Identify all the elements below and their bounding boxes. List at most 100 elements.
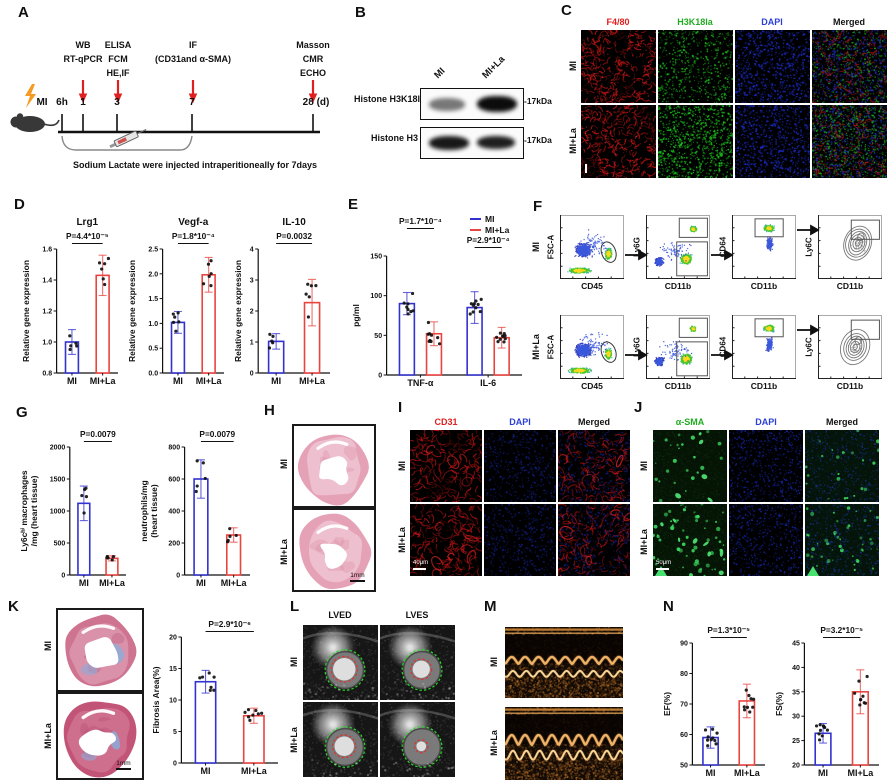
row-label-mi: MI: [279, 459, 289, 469]
chart-fibrosis-area: 0 5 10 15 20 Fibrosis Area(%) MI MI+La P=2.9*10⁻…: [150, 614, 282, 778]
panel-m-label: M: [484, 598, 497, 615]
svg-text:0: 0: [250, 371, 254, 378]
svg-text:MI+La: MI+La: [241, 766, 268, 776]
svg-text:15: 15: [169, 666, 177, 673]
timepoint-assay: (CD31and α-SMA): [154, 54, 232, 64]
svg-text:3: 3: [250, 278, 254, 285]
flow-xlabel-cd11b: CD11b: [836, 281, 864, 291]
svg-text:MI+La: MI+La: [847, 768, 874, 778]
cmr-image-lved-mi: [303, 625, 378, 700]
scale-text: 1mm: [350, 572, 365, 579]
channel-header-h3k18la: H3K18la: [677, 17, 713, 27]
channel-header-merged: Merged: [832, 17, 866, 27]
flow-plot-cd45-mi: [560, 215, 624, 279]
svg-text:200: 200: [168, 541, 180, 548]
panel-k-masson: K MI MI+La 1mm 0 5 10 15 20 Fibrosis Area(%) M…: [4, 596, 286, 784]
scale-text: 50μm: [656, 560, 672, 566]
if-image-merged-mi-la: [805, 504, 879, 576]
masson-section-mi: [56, 608, 144, 692]
panel-h-he-staining: H MI MI+La 1mm: [258, 396, 390, 596]
timepoint-assay: IF: [189, 40, 197, 50]
svg-text:neutrophils/mg: neutrophils/mg: [139, 480, 149, 541]
lightning-icon: [25, 84, 36, 108]
panel-b-label: B: [355, 4, 366, 21]
lane-label-mi-la: MI+La: [480, 53, 508, 81]
svg-text:(heart tissue): (heart tissue): [149, 484, 159, 538]
blot-h3: [420, 127, 524, 159]
svg-text:1.6: 1.6: [42, 247, 52, 254]
svg-text:MI: MI: [201, 766, 211, 776]
svg-text:EF(%): EF(%): [662, 692, 672, 716]
cmr-image-lves-mi: [380, 625, 455, 700]
svg-text:2.5: 2.5: [148, 247, 158, 254]
svg-text:2.0: 2.0: [148, 271, 158, 278]
panel-j-label: J: [634, 399, 643, 416]
flow-xlabel-cd45: CD45: [581, 281, 603, 291]
he-section-mi-la: [292, 508, 376, 592]
svg-text:MI: MI: [818, 768, 828, 778]
svg-text:1.0: 1.0: [148, 321, 158, 328]
row-label-mi-la: MI+La: [568, 128, 578, 154]
svg-text:800: 800: [168, 445, 180, 452]
timepoint-6h: 6h: [56, 97, 68, 108]
row-label-mi-la: MI+La: [489, 730, 499, 756]
svg-text:500: 500: [54, 541, 66, 548]
blot-row-name: Histone H3: [370, 133, 418, 143]
blot-h3k18la: [420, 88, 524, 120]
timepoint-assay: ELISA: [104, 40, 132, 50]
svg-text:P=0.0079: P=0.0079: [80, 429, 116, 439]
heart-section-image: [65, 614, 137, 687]
lane-label-mi: MI: [432, 65, 448, 81]
panel-l-cmr: L LVED LVES MI MI+La: [282, 596, 480, 784]
svg-text:Ly6cʰⁱ macrophages: Ly6cʰⁱ macrophages: [18, 470, 29, 552]
svg-text:1: 1: [250, 340, 254, 347]
row-label-mi-la: MI+La: [531, 334, 541, 360]
svg-text:MI+La: MI+La: [221, 578, 248, 588]
injection-caption: Sodium Lactate were injected intraperiti…: [72, 160, 318, 170]
svg-text:0.8: 0.8: [42, 371, 52, 378]
flow-xlabel-cd11b: CD11b: [750, 281, 778, 291]
svg-text:0.5: 0.5: [148, 346, 158, 353]
svg-text:MI: MI: [196, 578, 206, 588]
he-section-mi: [292, 424, 376, 508]
svg-text:Relative gene expression: Relative gene expression: [21, 260, 31, 362]
svg-text:10: 10: [169, 698, 177, 705]
scale-label: 1mm: [116, 760, 131, 770]
svg-text:MI: MI: [485, 214, 494, 224]
svg-text:4: 4: [250, 247, 254, 254]
row-label-mi-la: MI+La: [43, 723, 53, 749]
timepoint-assay: Masson: [296, 40, 330, 50]
channel-header-dapi: DAPI: [509, 417, 531, 427]
row-label-mi: MI: [639, 461, 649, 471]
flow-ylabel-cd64: CD64: [718, 336, 728, 358]
svg-text:2: 2: [250, 309, 254, 316]
if-image-merged-mi: [805, 430, 879, 502]
svg-text:0: 0: [173, 761, 177, 768]
svg-text:Relative gene expression: Relative gene expression: [233, 260, 243, 362]
panel-e-cytokines: E 0 50 100 150 pg/ml TNF-α P=1.7*10⁻⁴ IL-6 P=2.9…: [338, 190, 530, 395]
panel-m-echo: M MI MI+La: [480, 596, 655, 784]
svg-text:P=1.7*10⁻⁴: P=1.7*10⁻⁴: [399, 216, 442, 226]
svg-text:2000: 2000: [50, 445, 66, 452]
row-label-mi-la: MI+La: [289, 727, 299, 753]
channel-header-f480: F4/80: [606, 17, 630, 27]
timeline-diagram: [10, 80, 320, 151]
svg-text:IL-6: IL-6: [480, 378, 496, 388]
mw-marker: -17kDa: [524, 135, 552, 145]
svg-text:1.0: 1.0: [42, 340, 52, 347]
svg-text:MI: MI: [173, 376, 183, 386]
row-label-mi: MI: [43, 641, 53, 651]
svg-text:80: 80: [680, 671, 688, 678]
svg-text:600: 600: [168, 477, 180, 484]
svg-text:P=3.2*10⁻⁵: P=3.2*10⁻⁵: [820, 625, 863, 635]
svg-text:MI+La: MI+La: [90, 376, 117, 386]
if-image-cd31-mi-la: [410, 504, 482, 576]
channel-header-dapi: DAPI: [761, 17, 783, 27]
blot-band-mi-la: [477, 96, 517, 112]
scale-label: 50μm: [656, 560, 671, 570]
panel-l-label: L: [290, 598, 300, 615]
panel-h-label: H: [264, 402, 275, 419]
row-label-mi: MI: [531, 242, 541, 252]
flow-xlabel-cd11b: CD11b: [664, 281, 692, 291]
scale-bar: [116, 768, 131, 770]
